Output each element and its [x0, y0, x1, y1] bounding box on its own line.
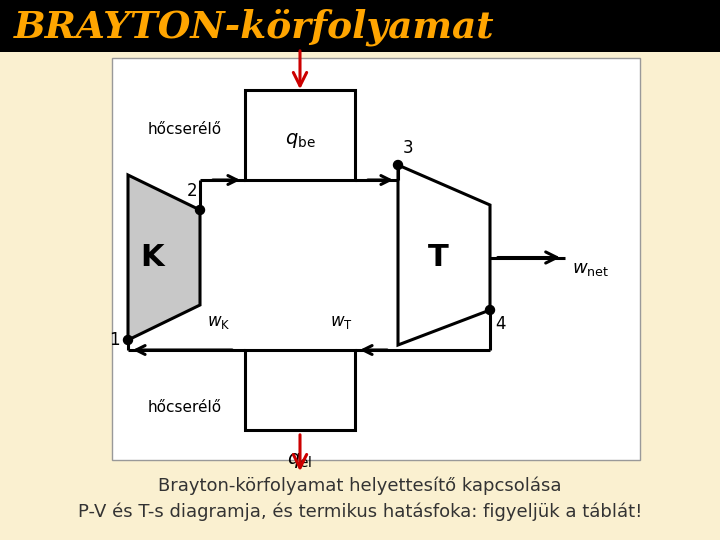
Text: BRAYTON-körfolyamat: BRAYTON-körfolyamat	[14, 8, 495, 45]
Bar	[245, 90, 355, 180]
Bar	[245, 350, 355, 430]
Circle shape	[485, 306, 495, 314]
Text: T: T	[428, 244, 449, 273]
Bar	[112, 58, 640, 460]
Text: $w_{\rm K}$: $w_{\rm K}$	[207, 313, 230, 331]
Text: P-V és T-s diagramja, és termikus hatásfoka: figyeljük a táblát!: P-V és T-s diagramja, és termikus hatásf…	[78, 503, 642, 521]
Text: K: K	[140, 244, 164, 273]
Text: hőcserélő: hőcserélő	[148, 123, 222, 138]
Text: hőcserélő: hőcserélő	[148, 401, 222, 415]
Text: $q_{\rm be}$: $q_{\rm be}$	[284, 131, 315, 150]
Text: $w_{\rm T}$: $w_{\rm T}$	[330, 313, 353, 331]
Circle shape	[394, 160, 402, 170]
Circle shape	[196, 206, 204, 214]
Polygon shape	[398, 165, 490, 345]
Text: 4: 4	[495, 315, 505, 333]
Text: 2: 2	[186, 182, 197, 200]
Text: 3: 3	[403, 139, 413, 157]
Text: $q_{\rm el}$: $q_{\rm el}$	[287, 450, 312, 469]
Circle shape	[124, 335, 132, 345]
Text: Brayton-körfolyamat helyettesítő kapcsolása: Brayton-körfolyamat helyettesítő kapcsol…	[158, 477, 562, 495]
Bar	[0, 0, 720, 52]
Text: 1: 1	[109, 331, 120, 349]
Text: $w_{\rm net}$: $w_{\rm net}$	[572, 260, 609, 279]
Polygon shape	[128, 175, 200, 340]
